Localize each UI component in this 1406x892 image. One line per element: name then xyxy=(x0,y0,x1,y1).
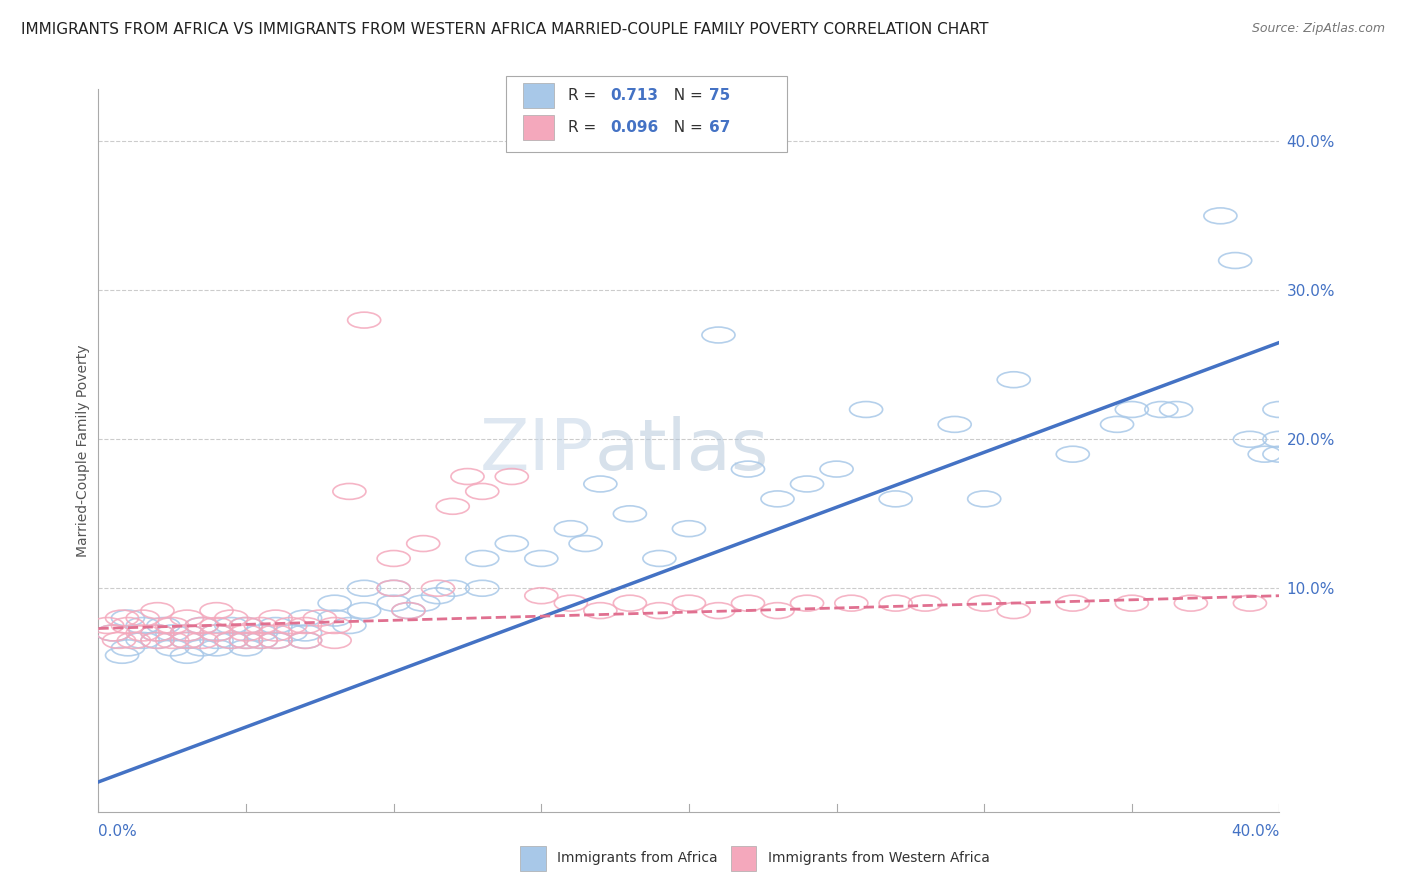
Text: 0.096: 0.096 xyxy=(610,120,658,135)
Text: Immigrants from Africa: Immigrants from Africa xyxy=(557,851,717,865)
Text: 40.0%: 40.0% xyxy=(1232,823,1279,838)
Text: R =: R = xyxy=(568,88,602,103)
Y-axis label: Married-Couple Family Poverty: Married-Couple Family Poverty xyxy=(76,344,90,557)
Text: Source: ZipAtlas.com: Source: ZipAtlas.com xyxy=(1251,22,1385,36)
Text: 75: 75 xyxy=(709,88,730,103)
Text: atlas: atlas xyxy=(595,416,769,485)
Text: 0.713: 0.713 xyxy=(610,88,658,103)
Text: ZIP: ZIP xyxy=(479,416,595,485)
Text: Immigrants from Western Africa: Immigrants from Western Africa xyxy=(768,851,990,865)
Text: N =: N = xyxy=(664,120,707,135)
Text: N =: N = xyxy=(664,88,707,103)
Text: R =: R = xyxy=(568,120,602,135)
Text: 0.0%: 0.0% xyxy=(98,823,138,838)
Text: IMMIGRANTS FROM AFRICA VS IMMIGRANTS FROM WESTERN AFRICA MARRIED-COUPLE FAMILY P: IMMIGRANTS FROM AFRICA VS IMMIGRANTS FRO… xyxy=(21,22,988,37)
Text: 67: 67 xyxy=(709,120,730,135)
